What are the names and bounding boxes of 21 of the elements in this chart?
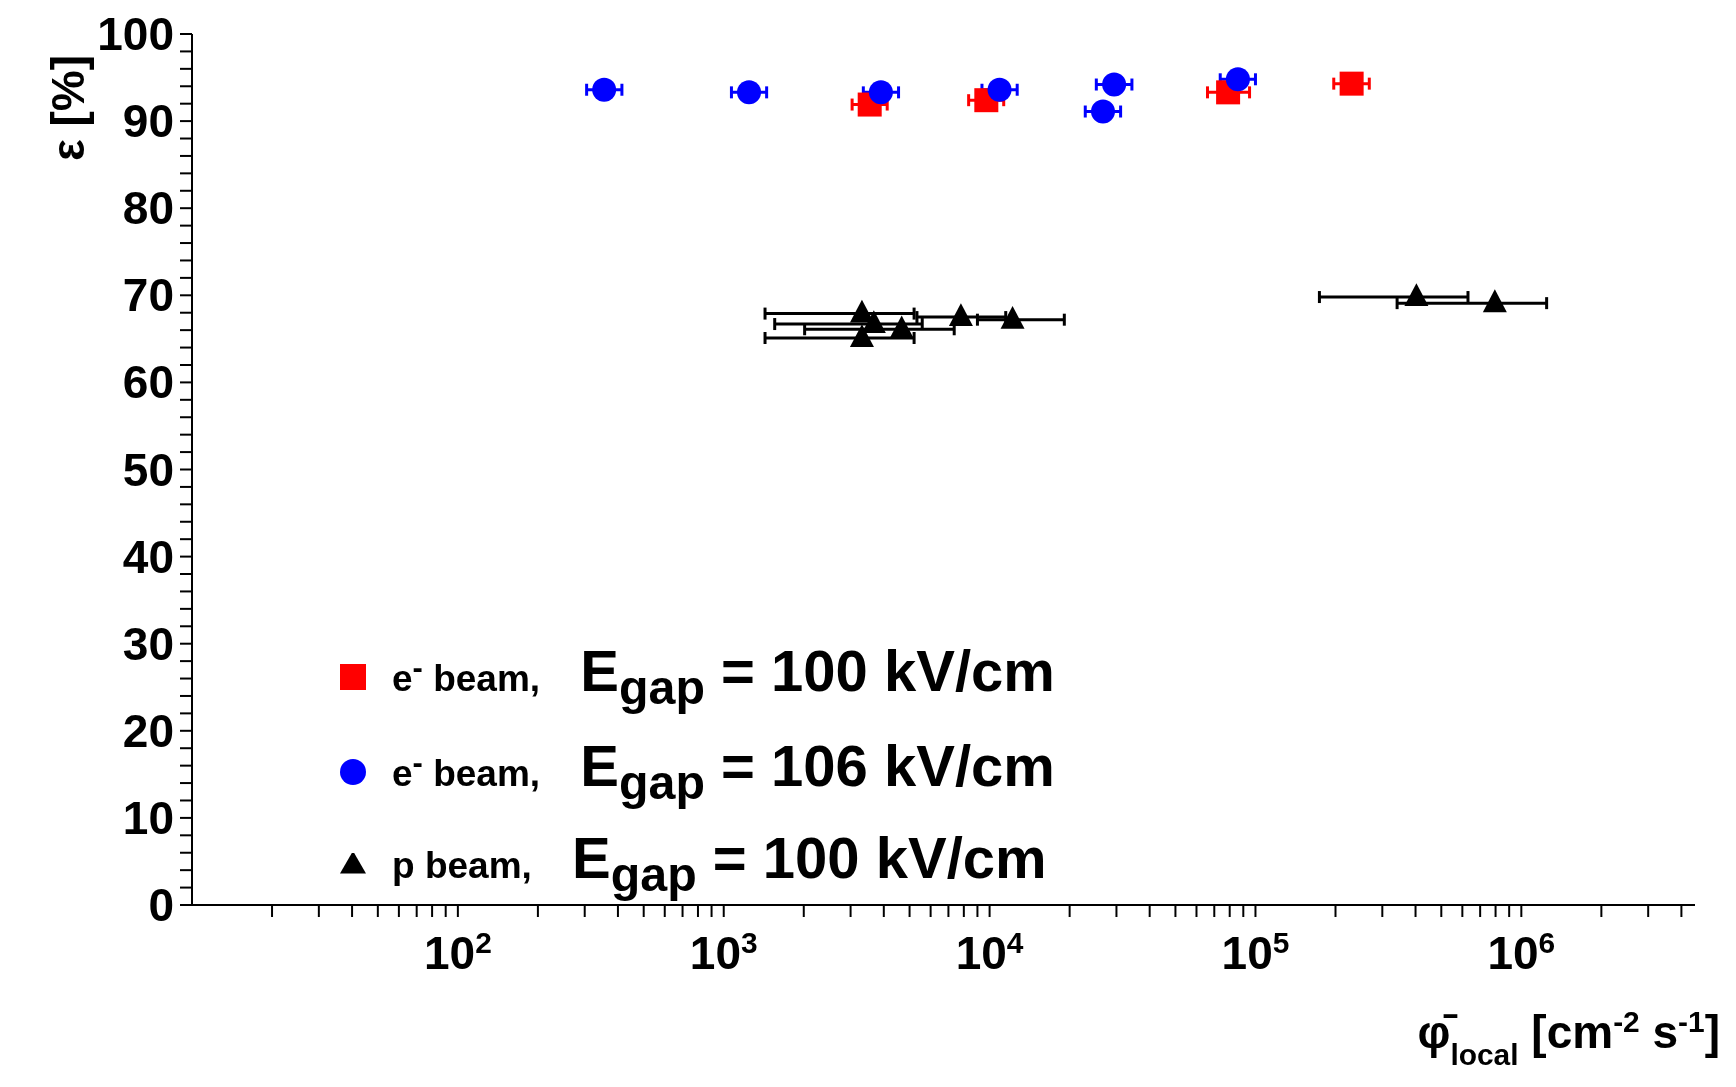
y-axis-title: ε [%] [42,54,94,162]
x-tick-label: 10$^{2}$ [423,925,492,979]
y-tick-label: 10 [122,791,174,844]
y-tick-label: 30 [122,617,174,670]
y-tick-label: 50 [122,443,174,496]
legend-label: p beam, E$_{gap}$ = 100 kV/cm [392,824,1047,901]
y-tick-label: 80 [122,182,174,235]
x-tick-label: 10$^{6}$ [1487,925,1556,979]
y-tick-label: 100 [97,8,174,60]
y-tick-label: 60 [122,356,174,409]
x-tick-label: 10$^{3}$ [689,925,758,979]
x-tick-label: 10$^{4}$ [955,925,1024,979]
y-tick-label: 90 [122,95,174,148]
x-tick-label: 10$^{5}$ [1221,925,1290,979]
legend-label: e$^{-}$ beam, E$_{gap}$ = 100 kV/cm [392,638,1055,714]
x-axis-title: φ̄$_{local}$ [cm$^{-2}$ s$^{-1}$] [1417,1004,1720,1071]
legend-label: e$^{-}$ beam, E$_{gap}$ = 106 kV/cm [392,733,1055,809]
y-tick-label: 0 [148,879,174,931]
y-tick-label: 40 [122,530,174,583]
y-tick-label: 20 [122,704,174,757]
y-tick-label: 70 [122,269,174,322]
